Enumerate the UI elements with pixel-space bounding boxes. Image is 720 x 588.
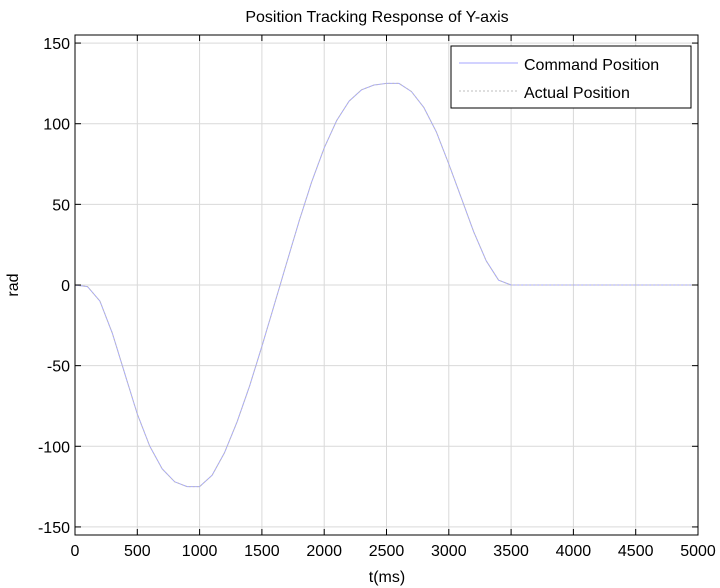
series-layer (74, 82, 698, 488)
legend-box (450, 45, 692, 109)
series-line-actual-position (74, 82, 698, 488)
x-tick-label: 2500 (369, 543, 405, 560)
x-tick-label: 3000 (431, 543, 467, 560)
tick-layer: 0 500 1000 1500 2000 2500 3000 3500 4000 4500 5000… (38, 35, 716, 560)
chart-title: Position Tracking Response of Y-axis (245, 9, 508, 26)
legend-label-command-position: Command Position (524, 57, 659, 74)
y-tick-label: 50 (52, 197, 70, 214)
x-tick-label: 5000 (680, 543, 716, 560)
x-tick-label: 4500 (618, 543, 654, 560)
x-tick-label: 4000 (556, 543, 592, 560)
legend: Command Position Actual Position (450, 45, 692, 109)
x-tick-label: 1500 (244, 543, 280, 560)
legend-label-actual-position: Actual Position (524, 85, 630, 102)
x-tick-label: 0 (71, 543, 80, 560)
y-axis-label: rad (5, 273, 22, 296)
x-tick-label: 500 (124, 543, 151, 560)
y-tick-label: 0 (61, 278, 70, 295)
y-tick-label: -50 (47, 359, 70, 376)
x-tick-label: 1000 (182, 543, 218, 560)
x-tick-label: 3500 (493, 543, 529, 560)
x-axis-label: t(ms) (369, 569, 405, 586)
y-tick-label: 100 (43, 117, 70, 134)
y-tick-label: -100 (38, 439, 70, 456)
y-tick-label: -150 (38, 520, 70, 537)
y-tick-label: 150 (43, 36, 70, 53)
x-tick-label: 2000 (306, 543, 342, 560)
